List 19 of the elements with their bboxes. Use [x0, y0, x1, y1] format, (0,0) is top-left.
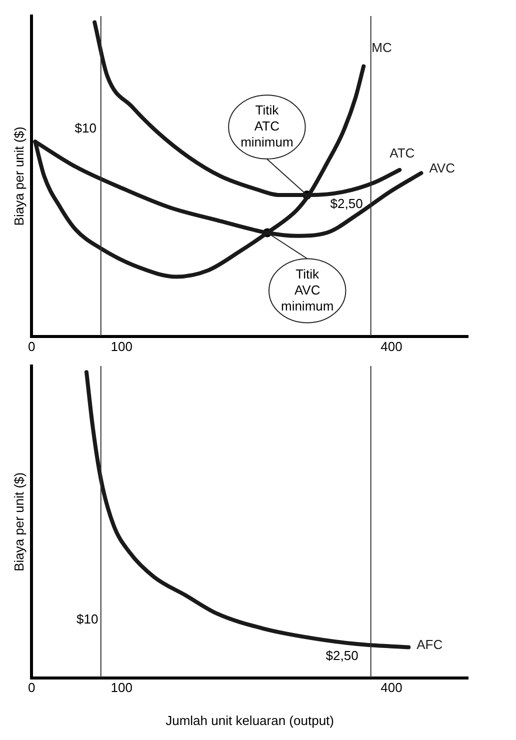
annotation: Titik ATC minimum	[240, 102, 294, 150]
y-axis-title: Biaya per unit ($)	[11, 472, 26, 572]
annotation: $10	[76, 611, 98, 626]
series-label: MC	[372, 40, 392, 55]
series-label: AVC	[429, 160, 455, 176]
series-label: ATC	[390, 145, 415, 160]
annotation: Titik AVC minimum	[280, 266, 334, 314]
annotation: $2,50	[330, 196, 363, 212]
y-axis-title: Biaya per unit ($)	[11, 126, 26, 226]
x-tick-label: 0	[28, 680, 36, 696]
x-tick-label: 100	[110, 680, 132, 696]
series-label: AFC	[416, 636, 443, 652]
x-tick-label: 0	[28, 338, 36, 354]
x-tick-label: 400	[380, 338, 402, 354]
x-axis-title: Jumlah unit keluaran (output)	[166, 712, 334, 728]
x-tick-label: 400	[380, 680, 402, 696]
annotation: $2,50	[326, 648, 358, 663]
annotation: $10	[74, 120, 96, 136]
x-tick-label: 100	[110, 338, 132, 354]
